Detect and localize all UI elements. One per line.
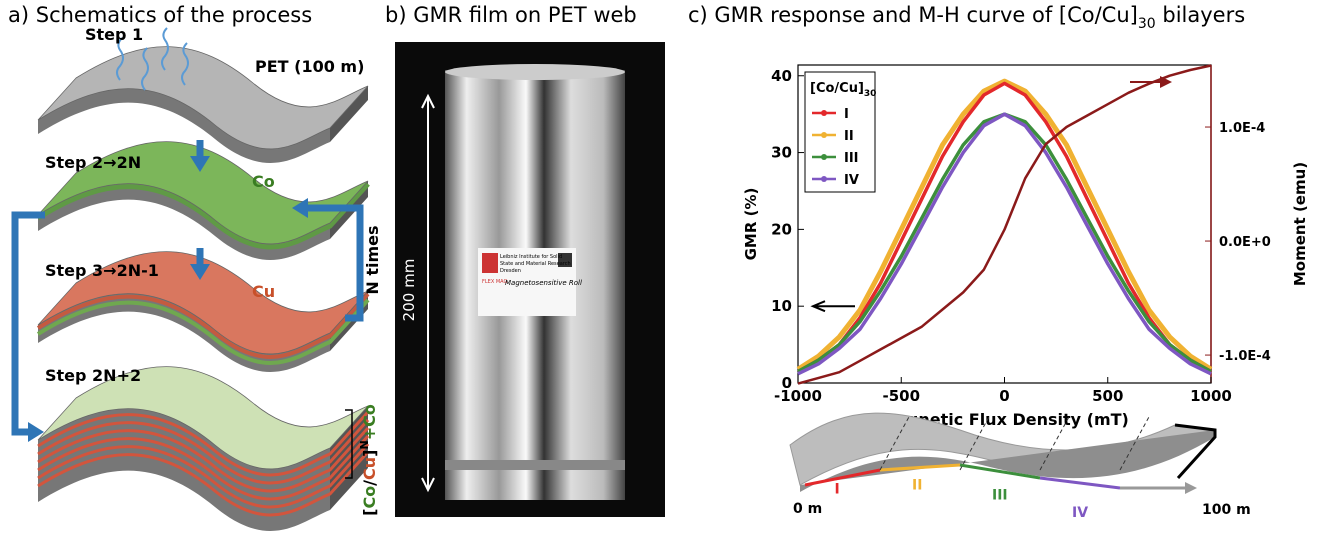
layer	[37, 418, 370, 485]
legend-swatch	[821, 110, 827, 116]
web-section-label: II	[912, 478, 922, 494]
legend-label: IV	[844, 173, 859, 188]
panel-title: b) GMR film on PET web	[385, 3, 637, 27]
y-tick-label: 0	[782, 374, 792, 392]
scale-label: 200 mm	[400, 259, 418, 322]
layer	[36, 182, 370, 250]
plasma	[181, 42, 189, 86]
layer-label: PET (100 m)	[255, 57, 364, 76]
legend-swatch	[821, 154, 827, 160]
arrowhead	[190, 264, 210, 280]
axis-arrow	[1160, 76, 1172, 88]
sheet-top	[37, 141, 369, 245]
step-label: Step 3→2N-1	[45, 261, 159, 280]
arrow	[305, 204, 364, 322]
series-line	[797, 112, 1212, 376]
step-label: Step 2→2N	[45, 153, 141, 172]
axis-arrow	[810, 300, 855, 313]
layer	[37, 442, 370, 509]
layer	[36, 298, 370, 365]
x-tick-label: 500	[1092, 387, 1123, 405]
y-tick-label: 40	[771, 67, 792, 85]
sticker-text: State and Material Research	[500, 261, 571, 267]
sticker-product: Magnetosensitive Roll	[505, 279, 582, 287]
y2-tick-label: 1.0E-4	[1219, 121, 1265, 136]
layer-label: Cu	[252, 282, 275, 301]
y-axis-label: GMR (%)	[742, 188, 760, 261]
legend-label: III	[844, 151, 859, 166]
sticker-text: Dresden	[500, 268, 521, 274]
web-section	[804, 468, 881, 487]
legend-label: I	[844, 107, 849, 122]
legend-title: [Co/Cu]30	[810, 81, 876, 99]
x-tick-label: -500	[882, 387, 920, 405]
bracket	[345, 409, 353, 479]
web-section	[959, 463, 1041, 480]
sheet-top	[37, 366, 369, 470]
step-label: Step 2N+2	[45, 366, 141, 385]
panel-title: a) Schematics of the process	[8, 3, 312, 27]
web-arrowhead	[1185, 482, 1197, 494]
plasma	[141, 47, 149, 91]
series-line	[796, 78, 1213, 372]
legend-title: [Co/Cu]	[810, 81, 864, 96]
legend-swatch	[821, 176, 827, 182]
web-start: 0 m	[793, 501, 822, 517]
legend-title: 30	[864, 89, 877, 99]
sheet-top	[37, 251, 369, 355]
repeat-label: N times	[363, 225, 382, 294]
sheet-side	[330, 86, 368, 142]
layer	[37, 410, 370, 477]
x-tick-label: -1000	[774, 387, 822, 405]
sticker-text: Leibniz Institute for Solid	[500, 254, 562, 260]
web-section	[1039, 476, 1121, 490]
sticker-logo: FLEX MAG	[482, 279, 507, 285]
x-tick-label: 1000	[1190, 387, 1232, 405]
layer	[37, 450, 370, 517]
series-line	[797, 64, 1212, 385]
y2-axis-label: Moment (emu)	[1291, 162, 1309, 286]
arrowhead	[190, 156, 210, 172]
legend-swatch	[821, 132, 827, 138]
layer	[36, 292, 370, 359]
series-line	[797, 81, 1212, 374]
schematic	[11, 27, 370, 531]
photo: 200 mm Leibniz Institute for Solid State…	[395, 42, 665, 517]
arrow	[11, 211, 45, 436]
step-label: Step 1	[85, 25, 143, 44]
web-section-label: IV	[1072, 505, 1088, 521]
plasma	[161, 27, 169, 71]
x-tick-label: 0	[999, 387, 1009, 405]
arrowhead	[292, 198, 308, 218]
plasma	[116, 37, 124, 81]
y-tick-label: 10	[771, 297, 792, 315]
sheet-side	[38, 88, 330, 163]
y2-tick-label: 0.0E+0	[1219, 235, 1271, 250]
y-tick-label: 30	[771, 144, 792, 162]
layer	[37, 434, 370, 501]
panel-title: c) GMR response and M-H curve of [Co/Cu]…	[688, 3, 1245, 32]
legend-label: II	[844, 129, 854, 144]
layer-label: Co	[252, 172, 275, 191]
stack-label: [Co/Cu]N+Co	[358, 404, 379, 516]
chart: -1000 -500 0 500 1000 0 10 20 30 40 -1.0E-4 0.0E+0 1…	[742, 64, 1309, 429]
sheet-top	[37, 46, 369, 150]
web-divider	[1119, 414, 1151, 471]
web-divider	[879, 414, 911, 471]
y-tick-label: 20	[771, 220, 792, 238]
web-divider	[959, 414, 991, 471]
web-section-label: III	[992, 488, 1008, 504]
y2-tick-label: -1.0E-4	[1219, 349, 1271, 364]
layer	[37, 426, 370, 493]
web-end: 100 m	[1202, 502, 1251, 518]
web-divider	[1039, 414, 1071, 471]
panel-a-labels: Step 1 PET (100 m) Step 2→2N Co Step 3→2…	[45, 25, 382, 516]
web-section-label: I	[835, 482, 840, 498]
web-section	[879, 463, 961, 472]
arrowhead	[28, 422, 44, 442]
legend-box	[804, 71, 876, 193]
